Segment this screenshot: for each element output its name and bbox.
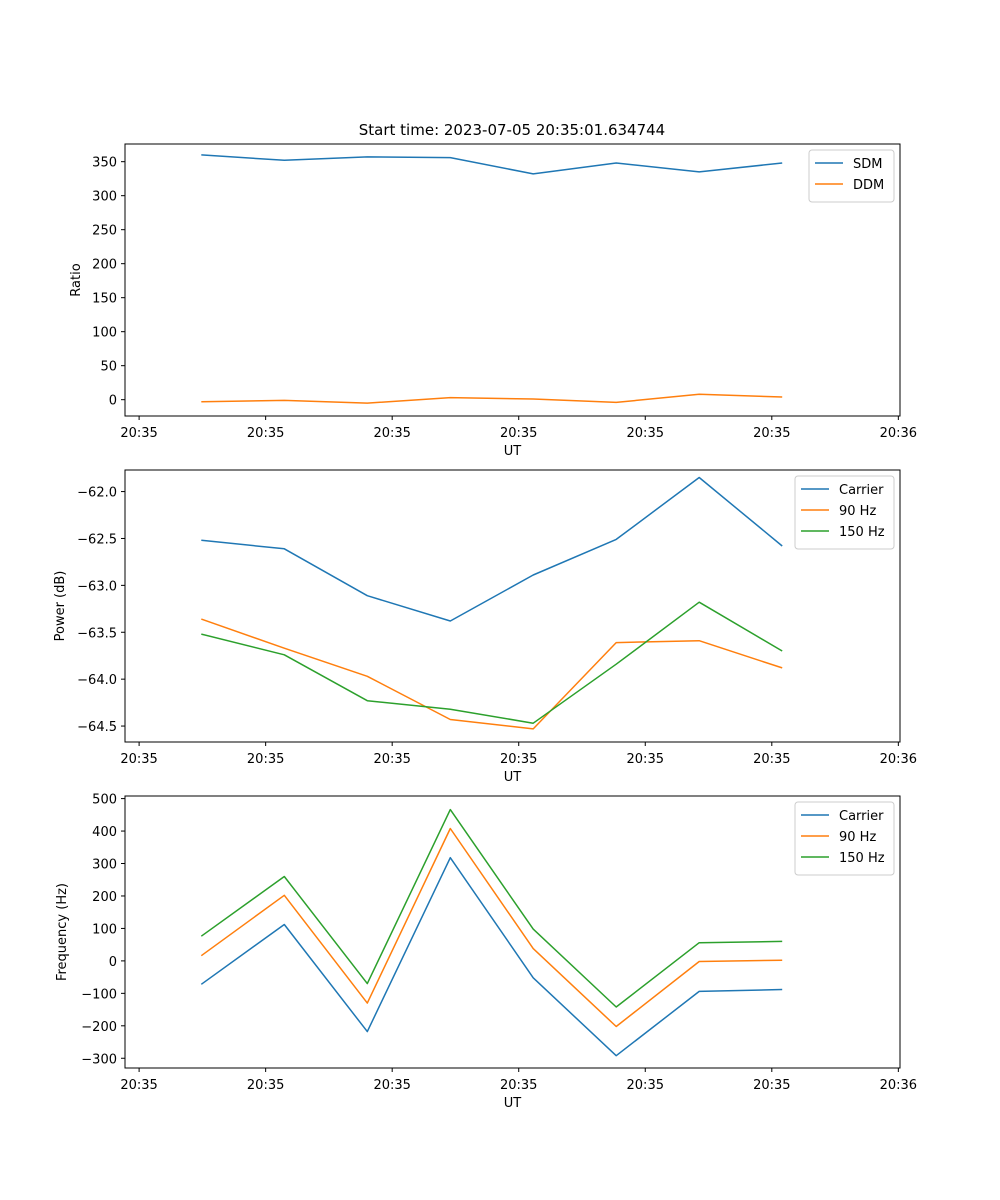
legend-entry: 90 Hz bbox=[839, 830, 876, 845]
y-tick-label: 200 bbox=[92, 258, 117, 273]
x-axis-label: UT bbox=[504, 770, 522, 785]
ratio-panel: Start time: 2023-07-05 20:35:01.634744 0… bbox=[69, 121, 917, 459]
x-axis-label: UT bbox=[504, 1096, 522, 1111]
legend-entry: 150 Hz bbox=[839, 525, 885, 540]
y-tick-label: 200 bbox=[92, 890, 117, 905]
legend-entry: 150 Hz bbox=[839, 851, 885, 866]
y-tick-label: 100 bbox=[92, 326, 117, 341]
series-line-carrier bbox=[201, 476, 783, 622]
ratio-plot-frame bbox=[124, 143, 901, 417]
x-tick-label: 20:35 bbox=[120, 752, 157, 767]
x-tick-label: 20:35 bbox=[120, 426, 157, 441]
series-line-90-hz bbox=[201, 618, 783, 730]
y-tick-label: −62.5 bbox=[77, 532, 117, 547]
power-panel: −64.5 −64.0 −63.5 −63.0 −62.5 −62.0 20:35 20:35… bbox=[53, 469, 917, 785]
x-axis-label: UT bbox=[504, 444, 522, 459]
y-tick-label: 300 bbox=[92, 190, 117, 205]
legend: Carrier 90 Hz 150 Hz bbox=[794, 475, 895, 550]
y-tick-label: 100 bbox=[92, 922, 117, 937]
x-tick-label: 20:35 bbox=[247, 1078, 284, 1093]
y-tick-label: −300 bbox=[81, 1052, 117, 1067]
y-tick-label: 500 bbox=[92, 793, 117, 808]
x-tick-label: 20:35 bbox=[373, 426, 410, 441]
series-line-sdm bbox=[201, 154, 783, 175]
series-line-90-hz bbox=[200, 827, 783, 1028]
y-tick-label: −63.0 bbox=[77, 579, 117, 594]
y-tick-label: −63.5 bbox=[77, 626, 117, 641]
series-line-150-hz bbox=[200, 808, 783, 1008]
y-axis-label: Frequency (Hz) bbox=[55, 883, 70, 981]
legend-entry: DDM bbox=[853, 178, 884, 193]
y-tick-label: −64.0 bbox=[77, 673, 117, 688]
x-tick-label: 20:35 bbox=[500, 426, 537, 441]
y-tick-label: 0 bbox=[109, 955, 117, 970]
y-tick-label: 300 bbox=[92, 858, 117, 873]
legend-entry: 90 Hz bbox=[839, 504, 876, 519]
legend-entry: Carrier bbox=[839, 483, 884, 498]
series-line-150-hz bbox=[201, 601, 783, 724]
y-tick-label: 250 bbox=[92, 224, 117, 239]
x-tick-label: 20:36 bbox=[880, 426, 917, 441]
y-tick-label: −200 bbox=[81, 1020, 117, 1035]
y-tick-label: 50 bbox=[100, 360, 117, 375]
y-tick-label: −100 bbox=[81, 987, 117, 1002]
x-tick-label: 20:35 bbox=[373, 1078, 410, 1093]
y-axis-label: Ratio bbox=[69, 263, 84, 296]
x-tick-label: 20:35 bbox=[627, 752, 664, 767]
legend: SDM DDM bbox=[808, 149, 895, 203]
legend: Carrier 90 Hz 150 Hz bbox=[794, 801, 895, 876]
x-tick-label: 20:35 bbox=[500, 1078, 537, 1093]
y-tick-label: −62.0 bbox=[77, 486, 117, 501]
x-tick-label: 20:35 bbox=[247, 752, 284, 767]
x-tick-label: 20:36 bbox=[880, 752, 917, 767]
y-tick-label: 400 bbox=[92, 825, 117, 840]
chart-title: Start time: 2023-07-05 20:35:01.634744 bbox=[359, 121, 665, 139]
x-tick-label: 20:36 bbox=[880, 1078, 917, 1093]
frequency-panel: −300 −200 −100 0 100 200 300 400 500 20:35 20:35 20… bbox=[55, 793, 917, 1111]
x-tick-label: 20:35 bbox=[120, 1078, 157, 1093]
power-plot-frame bbox=[124, 469, 901, 743]
y-tick-label: 0 bbox=[109, 394, 117, 409]
x-tick-label: 20:35 bbox=[627, 426, 664, 441]
series-line-carrier bbox=[200, 856, 783, 1057]
x-tick-label: 20:35 bbox=[500, 752, 537, 767]
y-tick-label: −64.5 bbox=[77, 720, 117, 735]
x-tick-label: 20:35 bbox=[753, 426, 790, 441]
series-line-ddm bbox=[201, 393, 783, 404]
x-tick-label: 20:35 bbox=[247, 426, 284, 441]
x-tick-label: 20:35 bbox=[753, 1078, 790, 1093]
legend-entry: Carrier bbox=[839, 809, 884, 824]
x-tick-label: 20:35 bbox=[753, 752, 790, 767]
y-axis-label: Power (dB) bbox=[53, 571, 68, 642]
frequency-plot-frame bbox=[124, 795, 901, 1069]
x-tick-label: 20:35 bbox=[373, 752, 410, 767]
x-tick-label: 20:35 bbox=[627, 1078, 664, 1093]
y-tick-label: 350 bbox=[92, 156, 117, 171]
y-tick-label: 150 bbox=[92, 292, 117, 307]
legend-entry: SDM bbox=[853, 157, 882, 172]
